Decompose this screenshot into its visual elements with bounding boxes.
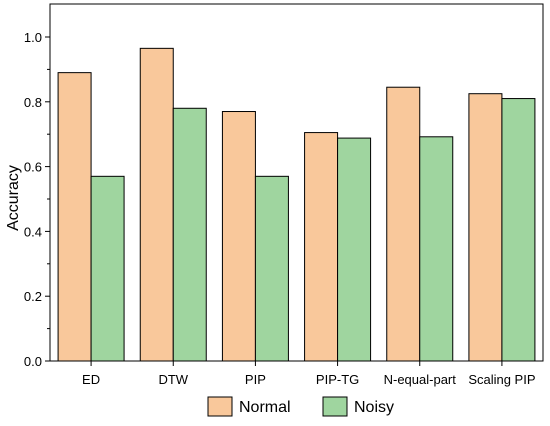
bar-normal [221, 111, 256, 362]
axes [45, 3, 544, 366]
tick-labels: 0.0 0.2 0.4 0.6 0.8 1.0 ED DTW PIP PIP-TG N-equal-… [24, 30, 536, 387]
bars [57, 47, 536, 362]
x-tick-label: PIP [245, 372, 266, 387]
y-tick-label: 0.2 [24, 289, 42, 304]
x-tick-label: PIP-TG [316, 372, 359, 387]
bar-normal [386, 86, 421, 362]
y-tick-label: 1.0 [24, 30, 42, 45]
bar-noisy [172, 107, 207, 362]
bar-normal [304, 132, 339, 362]
legend-label-noisy: Noisy [354, 399, 394, 416]
bar-noisy [90, 175, 125, 362]
legend: Normal Noisy [207, 396, 394, 417]
x-tick-label: ED [82, 372, 100, 387]
y-axis-label: Accuracy [5, 165, 22, 231]
bar-noisy [419, 136, 454, 362]
bar-normal [468, 93, 503, 362]
bar-normal [139, 47, 174, 362]
plot-frame [49, 3, 544, 362]
legend-swatch-noisy [322, 396, 348, 417]
legend-swatch-normal [207, 396, 233, 417]
x-tick-label: DTW [158, 372, 188, 387]
y-tick-label: 0.0 [24, 354, 42, 369]
x-tick-label: Scaling PIP [468, 372, 535, 387]
bar-normal [57, 72, 92, 362]
y-tick-label: 0.4 [24, 224, 42, 239]
x-tick-label: N-equal-part [384, 372, 457, 387]
bar-noisy [254, 175, 289, 362]
bar-noisy [337, 137, 372, 362]
y-tick-label: 0.8 [24, 95, 42, 110]
legend-label-normal: Normal [239, 399, 291, 416]
bar-noisy [501, 98, 536, 362]
y-tick-label: 0.6 [24, 160, 42, 175]
